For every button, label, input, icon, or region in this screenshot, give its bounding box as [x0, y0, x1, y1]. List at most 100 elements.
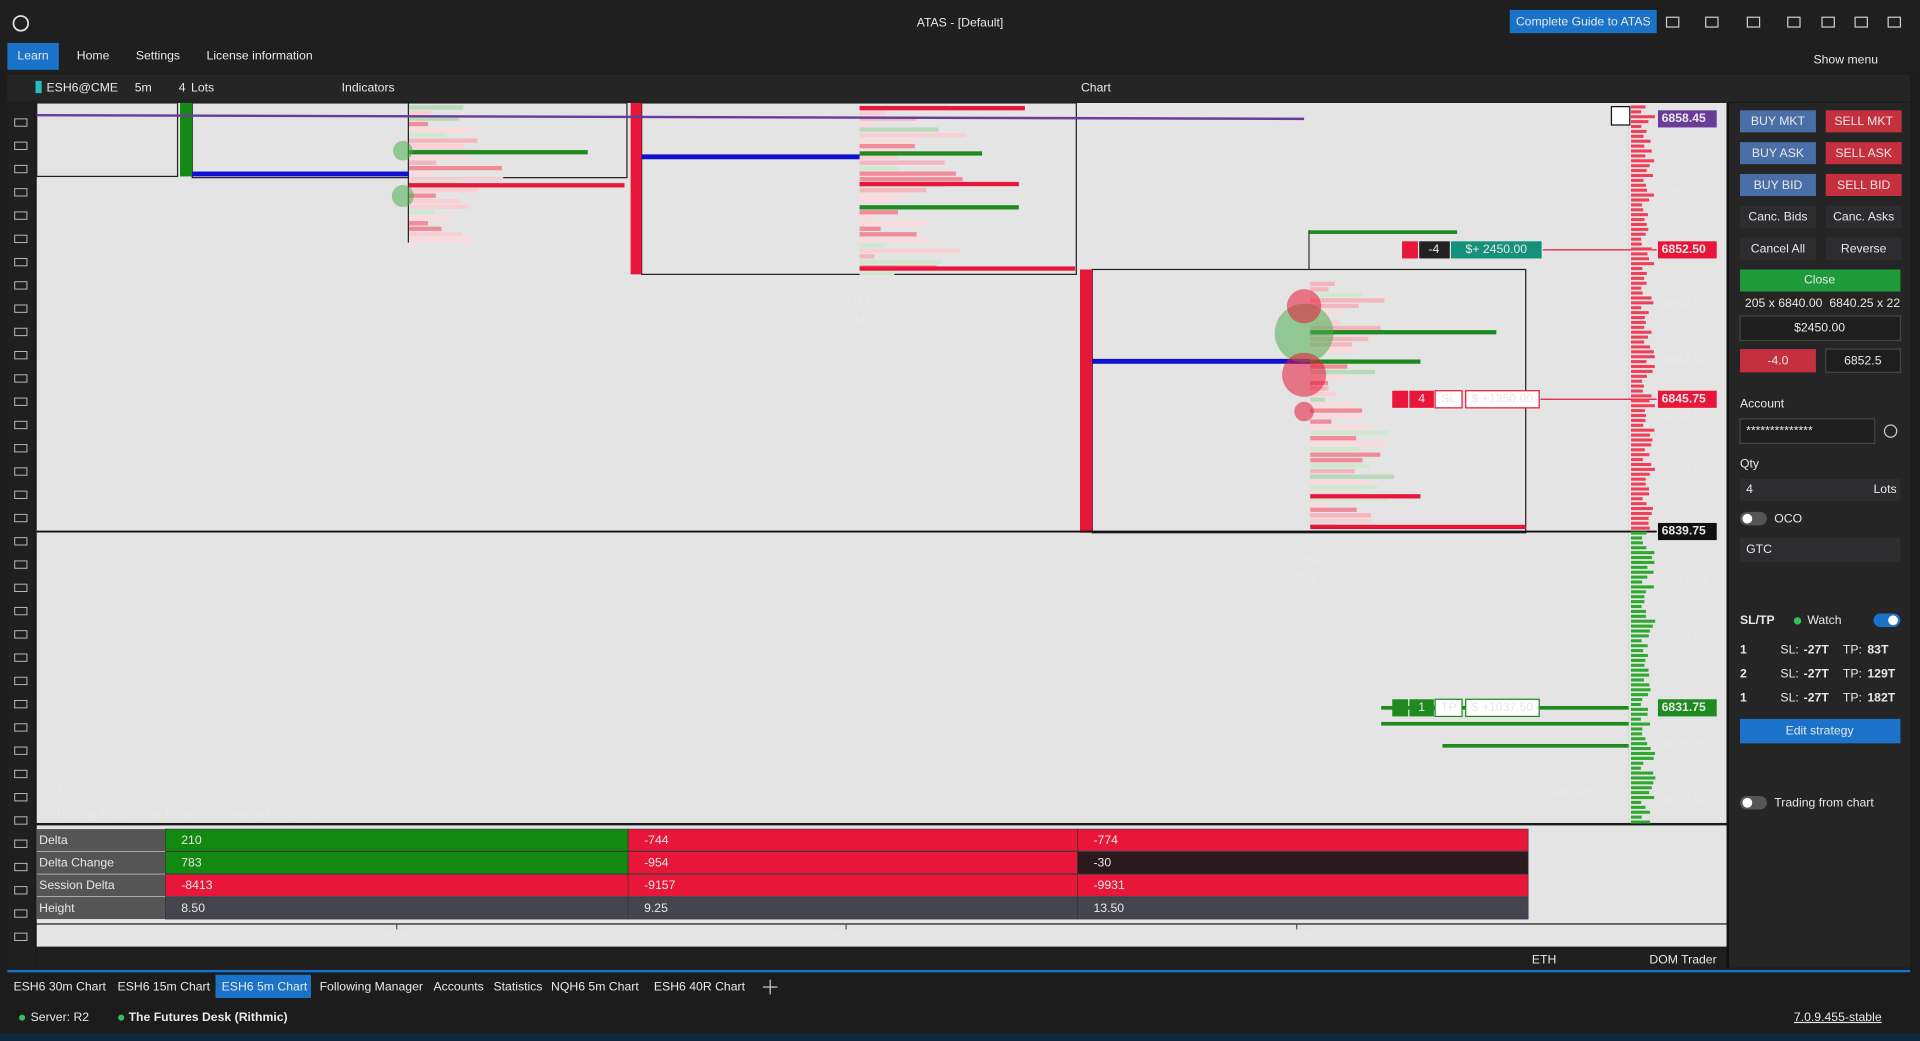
tool-icon[interactable]: [14, 188, 28, 197]
dom-trader[interactable]: DOM Trader: [1649, 952, 1716, 966]
lots-unit[interactable]: Lots: [191, 80, 214, 94]
tab[interactable]: ESH6 15m Chart: [118, 979, 211, 993]
guide-button[interactable]: [1509, 9, 1657, 34]
tool-icon[interactable]: [14, 606, 28, 616]
trade-button[interactable]: [1825, 142, 1902, 165]
tool-icon[interactable]: [14, 839, 28, 848]
order-cancel[interactable]: [1402, 241, 1418, 259]
tool-icon[interactable]: [14, 420, 28, 430]
order-cancel[interactable]: [1392, 699, 1409, 717]
order-cancel[interactable]: [1392, 390, 1409, 408]
menu-active[interactable]: [7, 42, 59, 70]
menu-item[interactable]: Learn: [17, 49, 48, 63]
trade-button[interactable]: [1825, 237, 1902, 260]
trade-button-label[interactable]: SELL ASK: [1835, 146, 1893, 160]
tab[interactable]: Statistics: [493, 979, 542, 993]
tab[interactable]: ESH6 40R Chart: [654, 979, 746, 993]
trade-button[interactable]: [1740, 205, 1816, 228]
tool-icon[interactable]: [14, 583, 28, 593]
tool-icon[interactable]: [14, 281, 28, 290]
trade-button[interactable]: [1825, 173, 1902, 197]
trade-button-label[interactable]: BUY BID: [1754, 178, 1803, 192]
close-button[interactable]: [1740, 269, 1901, 292]
tool-icon[interactable]: [14, 862, 28, 872]
tool-icon[interactable]: [14, 490, 28, 499]
indicators[interactable]: Indicators: [342, 80, 395, 94]
tool-icon[interactable]: [14, 211, 28, 220]
trade-button[interactable]: [1825, 110, 1902, 133]
tab[interactable]: Following Manager: [320, 979, 423, 993]
tool-icon[interactable]: [14, 560, 28, 569]
tool-icon[interactable]: [14, 653, 28, 662]
trade-button[interactable]: [1825, 205, 1902, 228]
menu-item[interactable]: License information: [207, 49, 313, 63]
tool-icon[interactable]: [14, 467, 28, 476]
qty-input[interactable]: [1740, 478, 1901, 501]
version[interactable]: 7.0.9.455-stable: [1794, 1010, 1882, 1024]
window-control[interactable]: [1665, 16, 1680, 28]
trade-button-label[interactable]: Reverse: [1841, 242, 1887, 256]
window-control[interactable]: [1705, 16, 1719, 28]
window-control[interactable]: [1787, 16, 1801, 28]
trade-button[interactable]: [1740, 173, 1816, 197]
trade-button[interactable]: [1740, 110, 1816, 133]
trade-button-label[interactable]: BUY ASK: [1752, 146, 1805, 160]
guide-button-label[interactable]: Complete Guide to ATAS: [1516, 14, 1651, 28]
tool-icon[interactable]: [14, 304, 28, 313]
session[interactable]: ETH: [1532, 952, 1556, 966]
tool-icon[interactable]: [14, 327, 28, 337]
tab[interactable]: ESH6 30m Chart: [13, 979, 106, 993]
timeframe[interactable]: 5m: [135, 80, 152, 94]
tab-active[interactable]: [215, 974, 312, 999]
trade-button-label[interactable]: BUY MKT: [1751, 114, 1806, 128]
tool-icon[interactable]: [14, 700, 28, 709]
trade-button-label[interactable]: SELL MKT: [1834, 114, 1893, 128]
tool-icon[interactable]: [14, 676, 28, 686]
window-control[interactable]: [1746, 16, 1761, 28]
tool-icon[interactable]: [14, 537, 28, 546]
menu-item[interactable]: Home: [77, 49, 110, 63]
trade-button-label[interactable]: Canc. Asks: [1833, 210, 1894, 224]
tab[interactable]: ESH6 5m Chart: [222, 979, 308, 993]
show-account[interactable]: [1883, 424, 1898, 438]
tool-icon[interactable]: [14, 746, 28, 755]
tool-icon[interactable]: [14, 932, 28, 941]
tool-icon[interactable]: [14, 257, 28, 267]
tool-icon[interactable]: [14, 513, 28, 523]
tool-icon[interactable]: [14, 769, 28, 779]
tif-select[interactable]: [1740, 537, 1901, 563]
trade-button-label[interactable]: SELL BID: [1837, 178, 1890, 192]
window-control[interactable]: [1887, 16, 1902, 28]
trade-button[interactable]: [1740, 237, 1816, 260]
edit-strategy-button[interactable]: [1740, 718, 1901, 744]
tool-icon[interactable]: [14, 630, 28, 639]
tool-icon[interactable]: [14, 444, 28, 453]
tool-icon[interactable]: [14, 234, 28, 244]
edit-strategy[interactable]: Edit strategy: [1786, 723, 1855, 737]
tool-icon[interactable]: [14, 793, 28, 802]
tool-icon[interactable]: [14, 351, 28, 360]
tool-icon[interactable]: [14, 141, 28, 150]
tab[interactable]: NQH6 5m Chart: [551, 979, 639, 993]
menu-item[interactable]: Settings: [136, 49, 180, 63]
tool-icon[interactable]: [14, 909, 28, 918]
trade-button-label[interactable]: Canc. Bids: [1748, 210, 1807, 224]
tool-icon[interactable]: [14, 723, 28, 732]
tool-icon[interactable]: [14, 397, 28, 406]
chart-end-marker[interactable]: [1610, 106, 1631, 126]
tool-icon[interactable]: [14, 164, 28, 174]
show-menu[interactable]: Show menu: [1813, 52, 1878, 66]
tool-icon[interactable]: [14, 816, 28, 825]
tool-icon[interactable]: [14, 118, 28, 127]
window-control[interactable]: [1854, 16, 1868, 28]
tool-icon[interactable]: [14, 886, 28, 895]
window-control[interactable]: [1821, 16, 1835, 28]
symbol[interactable]: ESH6@CME: [47, 80, 119, 94]
lots[interactable]: 4: [179, 80, 186, 94]
trade-button-label[interactable]: Cancel All: [1751, 242, 1805, 256]
tool-icon[interactable]: [14, 374, 28, 383]
trade-button[interactable]: [1740, 142, 1816, 165]
account-select[interactable]: [1739, 418, 1876, 444]
close-label[interactable]: Close: [1804, 273, 1835, 287]
tab[interactable]: Accounts: [433, 979, 483, 993]
